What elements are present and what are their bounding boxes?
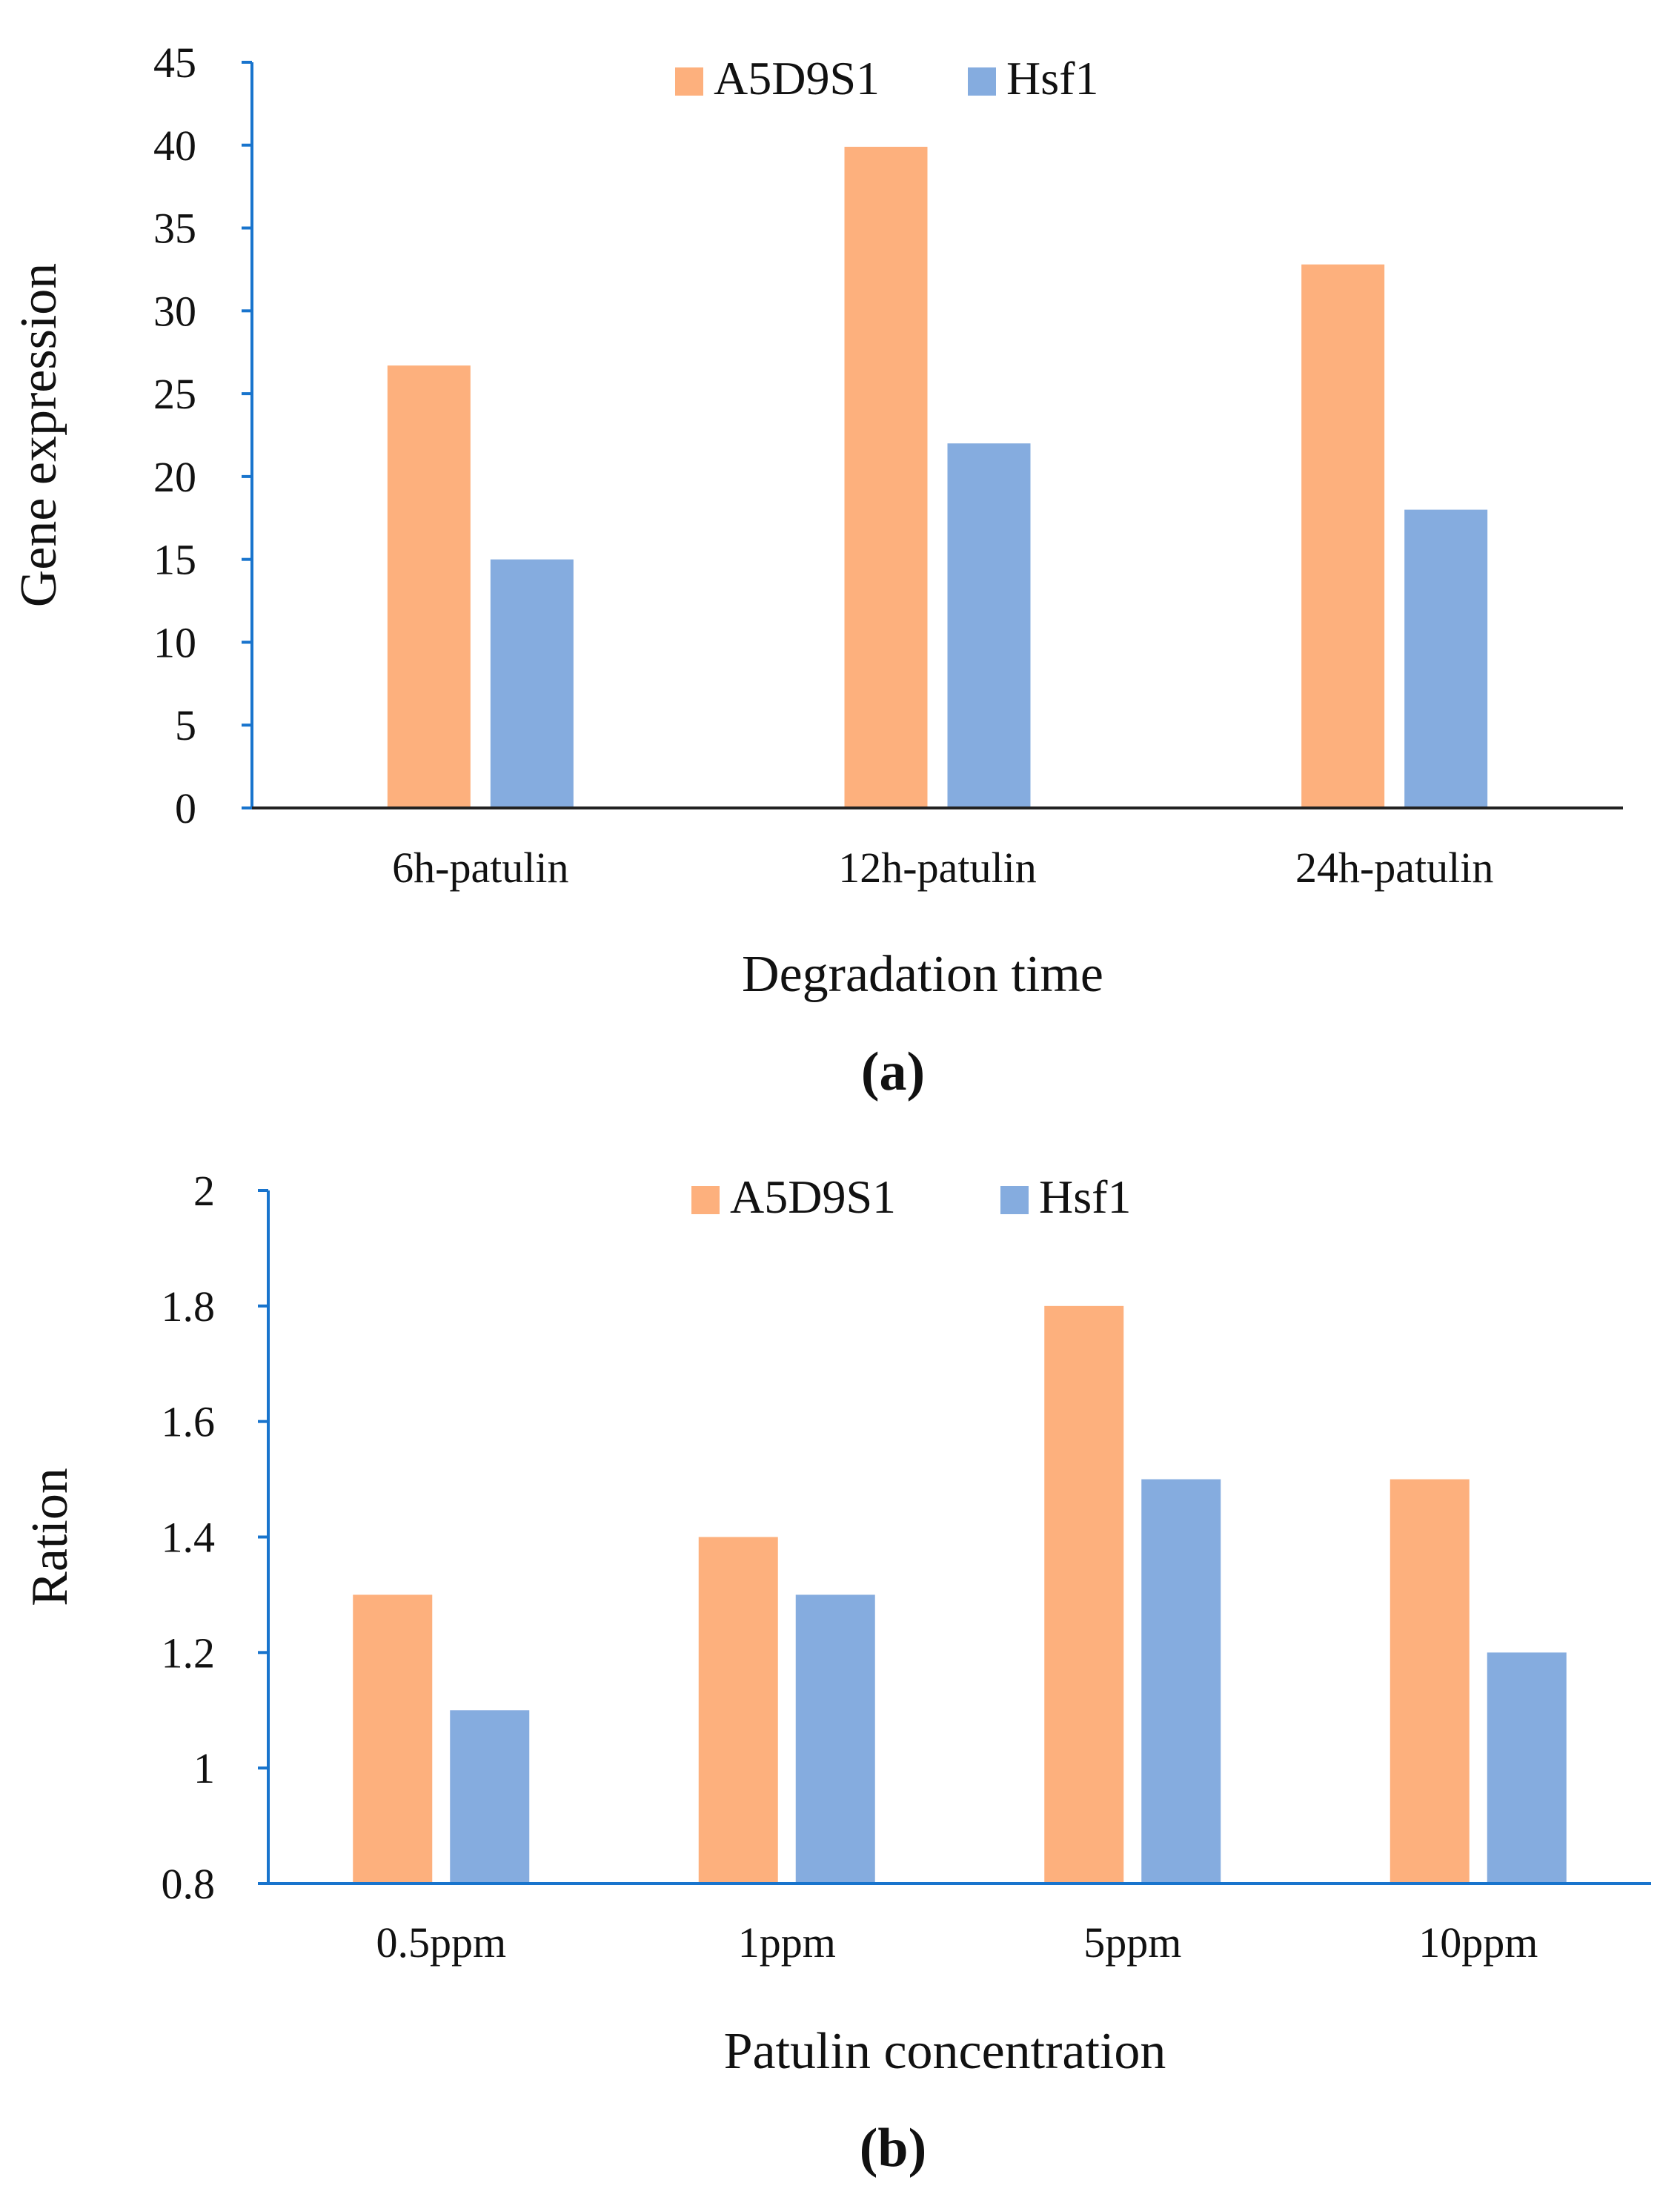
x-axis-title: Patulin concentration	[724, 2023, 1166, 2080]
y-tick-label: 20	[153, 453, 196, 501]
bar-hsf1-5ppm	[1141, 1479, 1221, 1884]
legend-swatch-a5d9s1	[675, 67, 703, 96]
y-tick-label: 2	[193, 1167, 215, 1215]
panel-label: (a)	[861, 1041, 925, 1102]
x-axis-title: Degradation time	[742, 946, 1103, 1003]
bar-a5d9s1-6h-patulin	[387, 365, 471, 808]
y-tick-label: 1.6	[162, 1398, 216, 1446]
y-tick-label: 35	[153, 205, 196, 253]
x-tick-label: 12h-patulin	[838, 844, 1036, 892]
bar-hsf1-6h-patulin	[490, 559, 574, 808]
panel-b-chart: 0.5ppm 1ppm 5ppm 10ppm 0.8 1 1.2 1.4 1.6 1.8 2 A5D9…	[21, 1167, 1651, 2179]
bar-hsf1-12h-patulin	[947, 443, 1031, 808]
bar-a5d9s1-24h-patulin	[1301, 264, 1385, 808]
bar-hsf1-1ppm	[795, 1594, 875, 1884]
x-tick-label: 0.5ppm	[376, 1918, 506, 1967]
y-tick-label: 5	[175, 701, 196, 749]
bar-a5d9s1-12h-patulin	[844, 147, 928, 809]
bar-a5d9s1-0-5ppm	[353, 1594, 433, 1884]
x-tick-label: 10ppm	[1418, 1918, 1538, 1967]
y-tick-label: 1.4	[162, 1514, 216, 1562]
x-tick-label: 6h-patulin	[392, 844, 568, 892]
y-tick-label: 40	[153, 122, 196, 170]
panel-a-chart: 6h-patulin 12h-patulin 24h-patulin 0 5 10 15 20…	[10, 39, 1623, 1102]
y-tick-label: 30	[153, 287, 196, 335]
legend-swatch-hsf1	[1000, 1186, 1029, 1214]
bar-a5d9s1-10ppm	[1390, 1479, 1470, 1884]
legend-swatch-hsf1	[968, 67, 996, 96]
y-axis-title: Ration	[21, 1468, 79, 1606]
y-tick-label: 45	[153, 39, 196, 87]
bar-hsf1-10ppm	[1487, 1652, 1567, 1884]
y-tick-label: 1	[193, 1744, 215, 1792]
y-tick-label: 10	[153, 618, 196, 666]
bar-a5d9s1-1ppm	[698, 1537, 778, 1884]
y-tick-label: 25	[153, 370, 196, 418]
legend-label-a5d9s1: A5D9S1	[730, 1170, 896, 1223]
x-tick-label: 1ppm	[738, 1918, 836, 1967]
y-tick-label: 1.8	[162, 1282, 216, 1331]
bar-a5d9s1-5ppm	[1044, 1305, 1124, 1884]
x-tick-label: 24h-patulin	[1295, 844, 1493, 892]
y-tick-label: 0	[175, 784, 196, 832]
legend-label-hsf1: Hsf1	[1039, 1170, 1131, 1223]
y-tick-label: 1.2	[162, 1629, 216, 1677]
y-axis-title: Gene expression	[10, 263, 67, 608]
panel-label: (b)	[860, 2118, 926, 2179]
legend-swatch-a5d9s1	[691, 1186, 720, 1214]
y-tick-label: 0.8	[162, 1860, 216, 1908]
bar-hsf1-24h-patulin	[1404, 509, 1488, 808]
legend-label-hsf1: Hsf1	[1006, 52, 1098, 105]
x-tick-label: 5ppm	[1083, 1918, 1181, 1967]
y-tick-label: 15	[153, 536, 196, 584]
bar-hsf1-0-5ppm	[450, 1710, 530, 1884]
legend-label-a5d9s1: A5D9S1	[714, 52, 880, 105]
